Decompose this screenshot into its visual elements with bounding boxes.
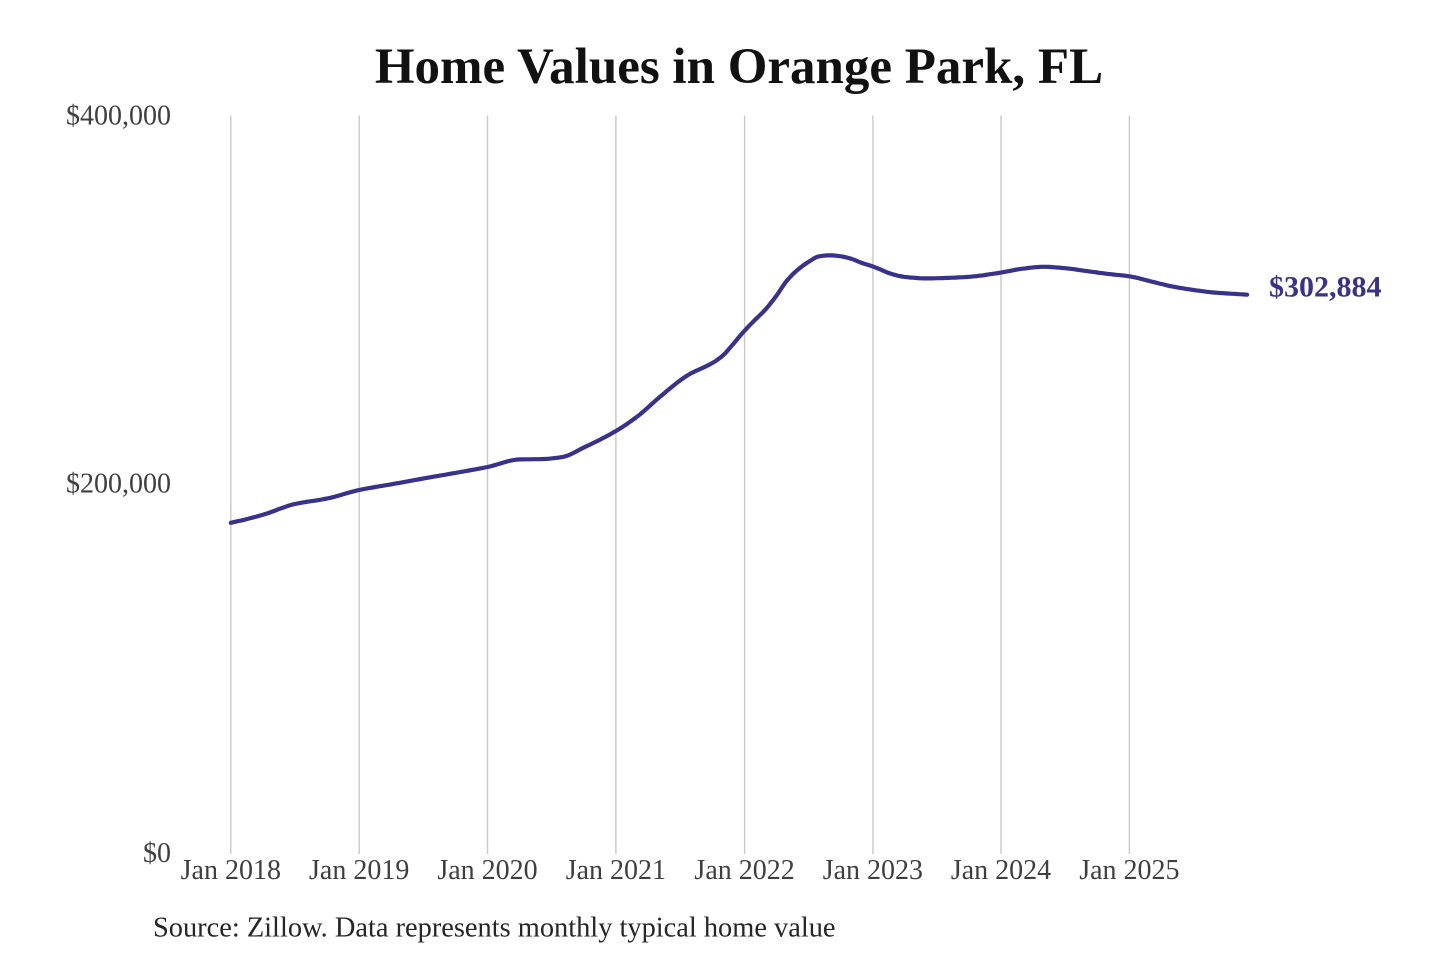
svg-text:Jan 2022: Jan 2022 — [694, 855, 794, 886]
svg-text:Jan 2023: Jan 2023 — [823, 855, 923, 886]
svg-text:Jan 2019: Jan 2019 — [309, 855, 409, 886]
svg-text:Home Values in Orange Park, FL: Home Values in Orange Park, FL — [375, 39, 1103, 95]
svg-text:$302,884: $302,884 — [1269, 271, 1382, 304]
svg-text:Jan 2020: Jan 2020 — [437, 855, 537, 886]
svg-text:Jan 2024: Jan 2024 — [951, 855, 1051, 886]
svg-text:Source: Zillow. Data represent: Source: Zillow. Data represents monthly … — [153, 913, 836, 944]
svg-text:$400,000: $400,000 — [66, 101, 171, 132]
svg-text:Jan 2021: Jan 2021 — [566, 855, 666, 886]
svg-text:Jan 2018: Jan 2018 — [181, 855, 281, 886]
svg-text:$200,000: $200,000 — [66, 469, 171, 500]
svg-text:Jan 2025: Jan 2025 — [1079, 855, 1179, 886]
svg-text:$0: $0 — [143, 838, 171, 869]
